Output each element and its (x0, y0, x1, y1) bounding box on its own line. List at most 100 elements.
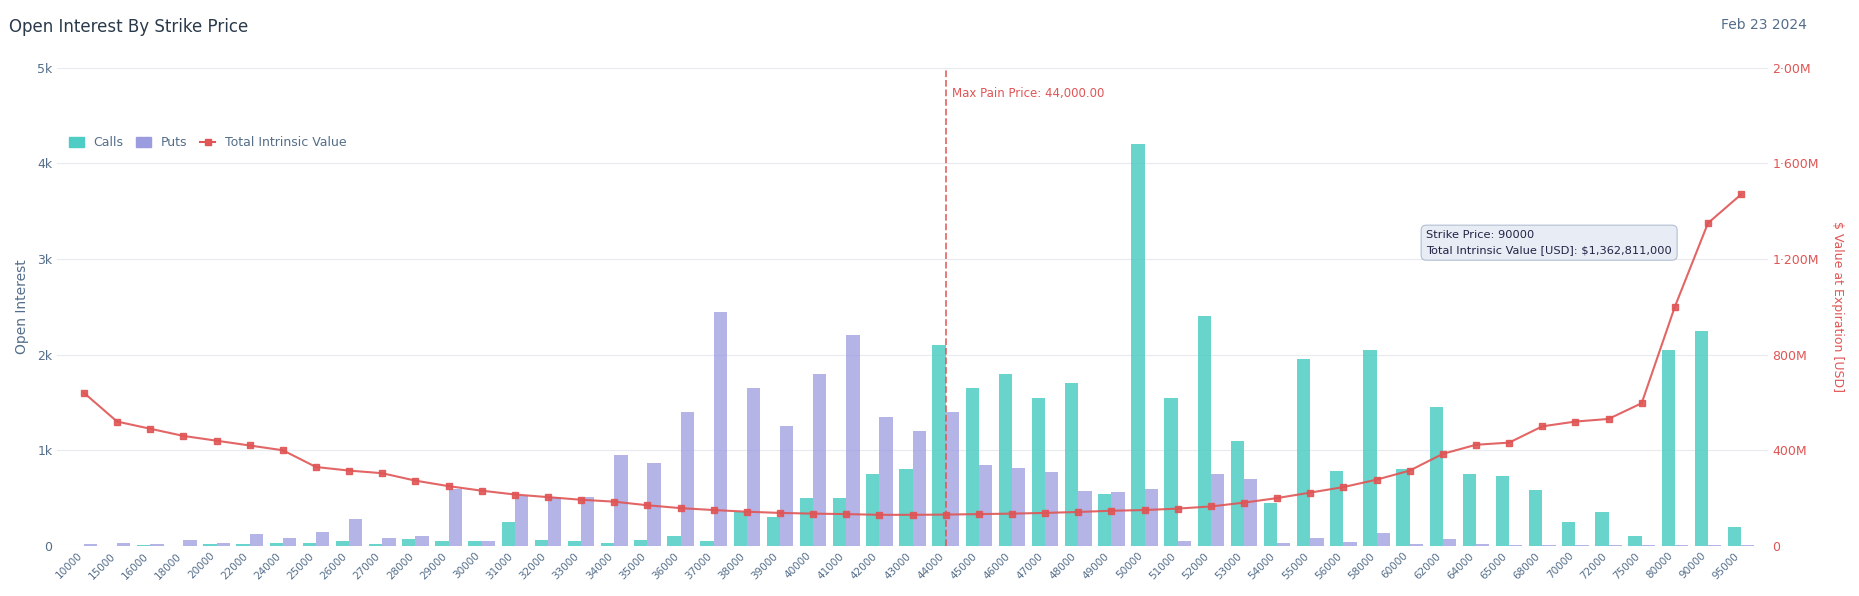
Bar (1210, 474, 1223, 546)
Bar (613, 455, 628, 546)
Bar (1331, 471, 1344, 546)
Bar (1078, 491, 1091, 546)
Bar (1065, 383, 1078, 546)
Bar (415, 536, 429, 546)
Bar (548, 497, 561, 546)
Bar (1476, 544, 1489, 546)
Bar (448, 489, 461, 546)
Bar (1376, 533, 1391, 546)
Bar (481, 541, 494, 546)
Bar (1344, 542, 1357, 546)
Legend: Calls, Puts, Total Intrinsic Value: Calls, Puts, Total Intrinsic Value (63, 131, 351, 154)
Bar (667, 536, 680, 546)
Bar (766, 517, 781, 546)
Bar (383, 538, 396, 546)
Bar (84, 544, 97, 546)
Bar (368, 544, 383, 546)
Bar (468, 541, 481, 546)
Text: Strike Price: 90000
Total Intrinsic Value [USD]: $1,362,811,000: Strike Price: 90000 Total Intrinsic Valu… (1426, 230, 1671, 255)
Bar (1197, 316, 1210, 546)
Bar (1231, 440, 1244, 546)
Bar (535, 540, 548, 546)
Bar (980, 465, 993, 546)
Bar (1443, 539, 1456, 546)
Bar (515, 496, 528, 546)
Bar (1727, 527, 1742, 546)
Text: Max Pain Price: 44,000.00: Max Pain Price: 44,000.00 (952, 87, 1104, 100)
Bar (1595, 513, 1608, 546)
Bar (998, 374, 1011, 546)
Bar (1298, 359, 1311, 546)
Bar (270, 543, 283, 546)
Bar (117, 543, 130, 546)
Bar (946, 412, 959, 546)
Bar (283, 538, 296, 546)
Y-axis label: $ Value at Expiration [USD]: $ Value at Expiration [USD] (1831, 221, 1844, 392)
Bar (1264, 503, 1277, 546)
Text: Open Interest By Strike Price: Open Interest By Strike Price (9, 18, 249, 36)
Bar (1662, 350, 1675, 546)
Bar (138, 545, 151, 546)
Bar (647, 462, 660, 546)
Bar (833, 498, 846, 546)
Bar (1311, 538, 1324, 546)
Bar (879, 417, 892, 546)
Bar (249, 535, 262, 546)
Bar (1112, 492, 1125, 546)
Bar (1510, 545, 1523, 546)
Bar (1496, 476, 1510, 546)
Bar (866, 474, 879, 546)
Bar (1543, 545, 1556, 546)
Bar (701, 541, 714, 546)
Bar (582, 497, 595, 546)
Bar (1363, 350, 1376, 546)
Bar (634, 540, 647, 546)
Bar (846, 336, 859, 546)
Bar (402, 539, 415, 546)
Y-axis label: Open Interest: Open Interest (15, 259, 30, 354)
Bar (151, 544, 164, 546)
Bar (781, 426, 794, 546)
Bar (1032, 398, 1045, 546)
Bar (1528, 491, 1543, 546)
Bar (1695, 331, 1708, 546)
Bar (1628, 536, 1641, 546)
Bar (184, 540, 197, 546)
Bar (933, 345, 946, 546)
Bar (1179, 541, 1192, 546)
Bar (316, 532, 329, 546)
Bar (734, 513, 747, 546)
Bar (1277, 543, 1290, 546)
Bar (900, 470, 913, 546)
Bar (567, 541, 582, 546)
Bar (1430, 407, 1443, 546)
Bar (812, 374, 827, 546)
Bar (216, 543, 231, 546)
Bar (1045, 472, 1058, 546)
Bar (1164, 398, 1179, 546)
Text: Feb 23 2024: Feb 23 2024 (1721, 18, 1807, 32)
Bar (1575, 545, 1589, 546)
Bar (680, 412, 693, 546)
Bar (747, 388, 760, 546)
Bar (349, 519, 363, 546)
Bar (1099, 494, 1112, 546)
Bar (1409, 544, 1422, 546)
Bar (236, 544, 249, 546)
Bar (714, 312, 727, 546)
Bar (1132, 144, 1145, 546)
Bar (303, 543, 316, 546)
Bar (1011, 468, 1024, 546)
Bar (1562, 522, 1575, 546)
Bar (799, 498, 812, 546)
Bar (1145, 489, 1158, 546)
Bar (913, 431, 926, 546)
Bar (1244, 479, 1257, 546)
Bar (336, 541, 349, 546)
Bar (965, 388, 980, 546)
Bar (1463, 474, 1476, 546)
Bar (600, 543, 613, 546)
Bar (1396, 470, 1409, 546)
Bar (203, 545, 216, 546)
Bar (502, 522, 515, 546)
